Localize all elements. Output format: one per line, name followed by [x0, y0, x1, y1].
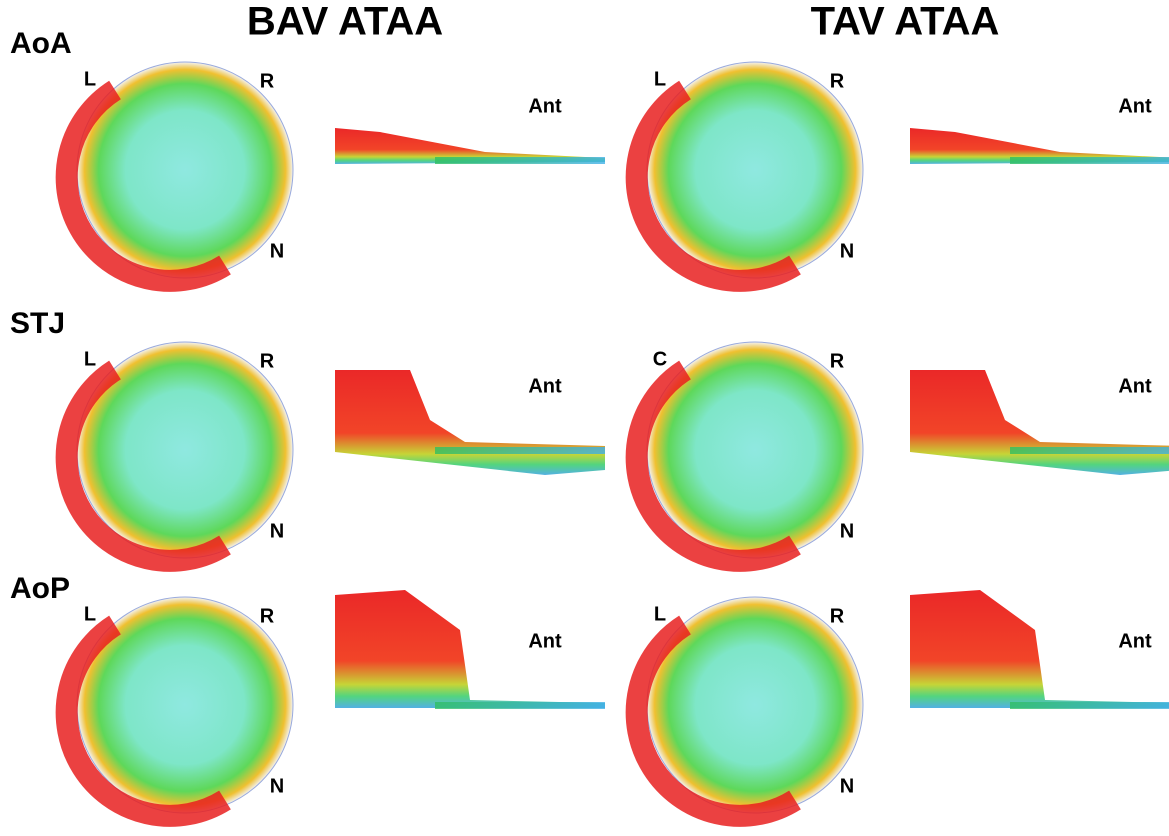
side-tail: [435, 447, 605, 454]
orientation-marker: R: [830, 605, 845, 627]
orientation-marker: C: [653, 348, 667, 370]
orientation-marker: R: [260, 350, 275, 372]
row-label: STJ: [10, 307, 65, 340]
anterior-marker: Ant: [528, 630, 562, 652]
side-profile: [335, 590, 605, 708]
orientation-marker: R: [260, 605, 275, 627]
side-tail: [1010, 157, 1169, 164]
orientation-marker: N: [270, 240, 284, 262]
figure: BAV ATAA TAV ATAA AoA L R N Ant L R N Ant STJ L R N A…: [0, 0, 1169, 836]
side-tail: [435, 702, 605, 709]
row-label: AoA: [10, 27, 72, 60]
orientation-marker: L: [654, 603, 666, 625]
orientation-marker: L: [84, 348, 96, 370]
flow-panel: L R N Ant: [67, 342, 605, 561]
flow-panel: L R N Ant: [637, 590, 1169, 816]
orientation-marker: N: [270, 520, 284, 542]
orientation-marker: R: [260, 70, 275, 92]
side-profile: [335, 370, 605, 475]
orientation-marker: R: [830, 70, 845, 92]
anterior-marker: Ant: [528, 95, 562, 117]
orientation-marker: N: [270, 775, 284, 797]
flow-panel: C R N Ant: [637, 342, 1169, 561]
orientation-marker: N: [840, 520, 854, 542]
orientation-marker: N: [840, 775, 854, 797]
orientation-marker: L: [84, 68, 96, 90]
anterior-marker: Ant: [1118, 375, 1152, 397]
flow-panel: L R N Ant: [637, 62, 1169, 281]
orientation-marker: R: [830, 350, 845, 372]
orientation-marker: L: [654, 68, 666, 90]
row-label: AoP: [10, 572, 70, 605]
flow-panel: L R N Ant: [67, 590, 605, 816]
orientation-marker: N: [840, 240, 854, 262]
anterior-marker: Ant: [1118, 95, 1152, 117]
side-tail: [1010, 447, 1169, 454]
anterior-marker: Ant: [528, 375, 562, 397]
flow-panel: L R N Ant: [67, 62, 605, 281]
side-tail: [435, 157, 605, 164]
orientation-marker: L: [84, 603, 96, 625]
column-title: BAV ATAA: [247, 0, 443, 44]
anterior-marker: Ant: [1118, 630, 1152, 652]
side-tail: [1010, 702, 1169, 709]
column-title: TAV ATAA: [811, 0, 1000, 44]
